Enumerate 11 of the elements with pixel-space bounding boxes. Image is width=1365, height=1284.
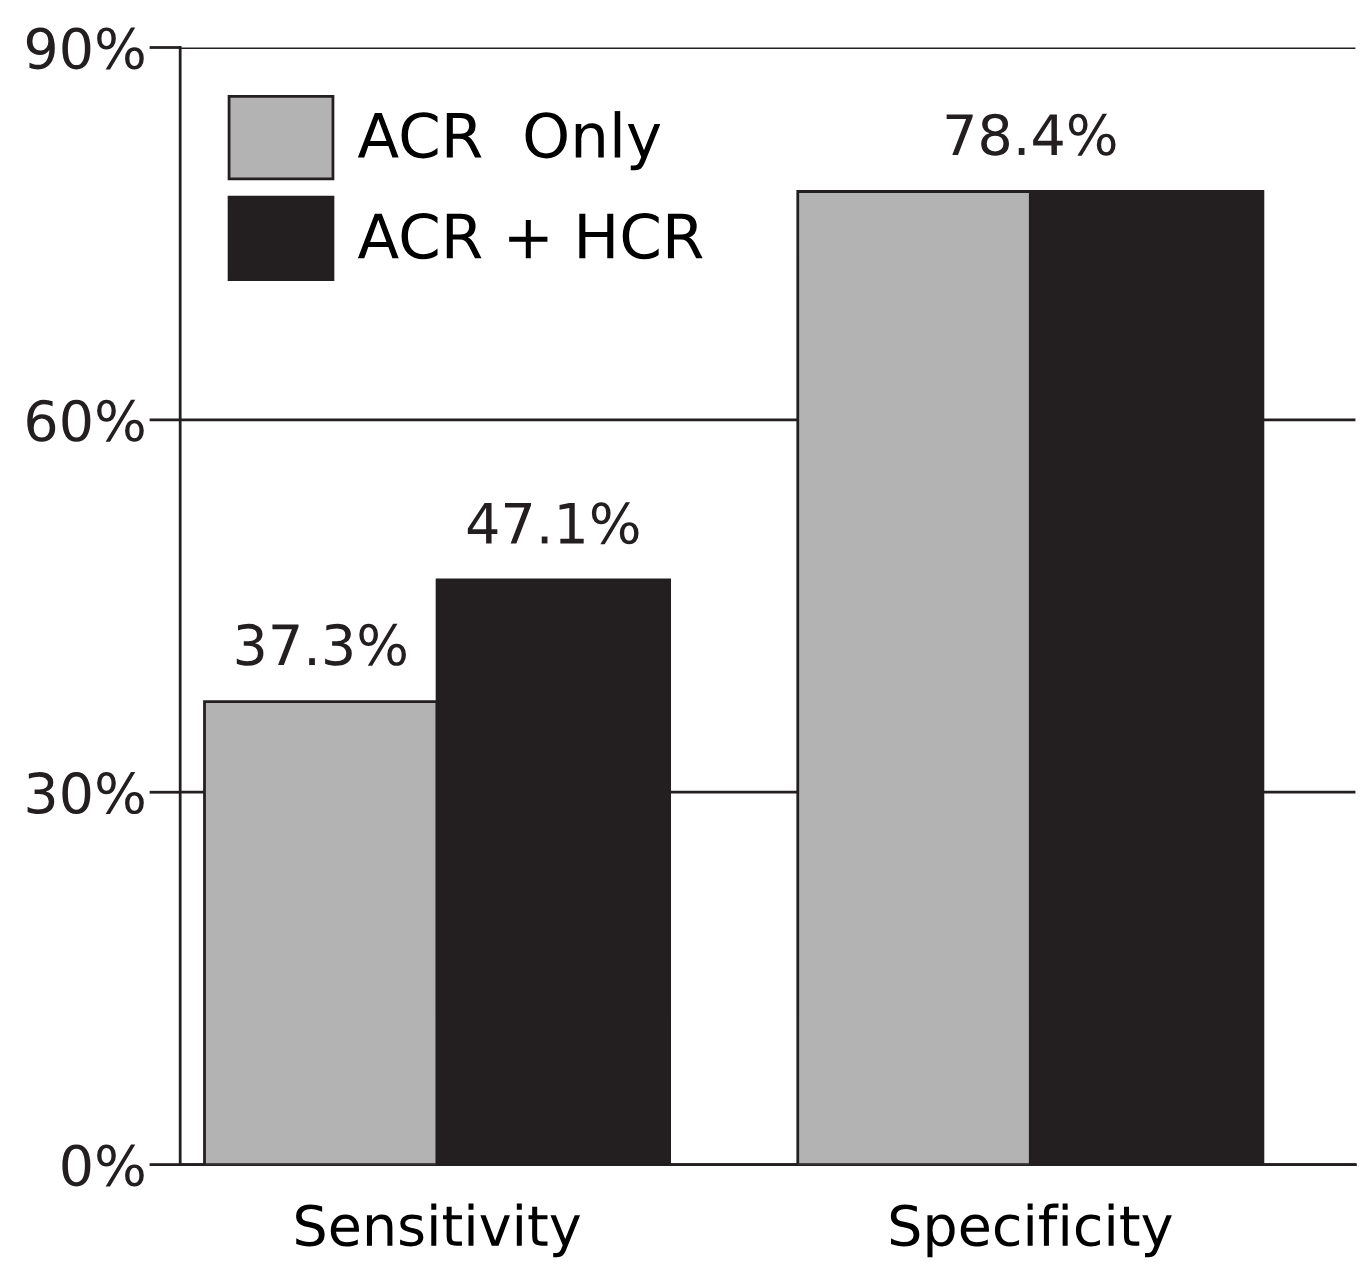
y-tick-label: 90% xyxy=(26,27,144,70)
legend-label: ACR + HCR xyxy=(357,212,703,260)
x-tick-label: Sensitivity xyxy=(296,1203,581,1258)
y-tick-label: 60% xyxy=(27,399,144,442)
data-label: 47.1% xyxy=(467,502,639,545)
legend-label: ACR Only xyxy=(357,111,661,171)
y-tick-label: 0% xyxy=(62,1144,144,1187)
annotation: 78.4% xyxy=(946,113,1116,156)
x-tick-label: Specificity xyxy=(890,1203,1172,1258)
data-label: 37.3% xyxy=(236,623,406,666)
y-tick-label: 30% xyxy=(27,772,144,815)
